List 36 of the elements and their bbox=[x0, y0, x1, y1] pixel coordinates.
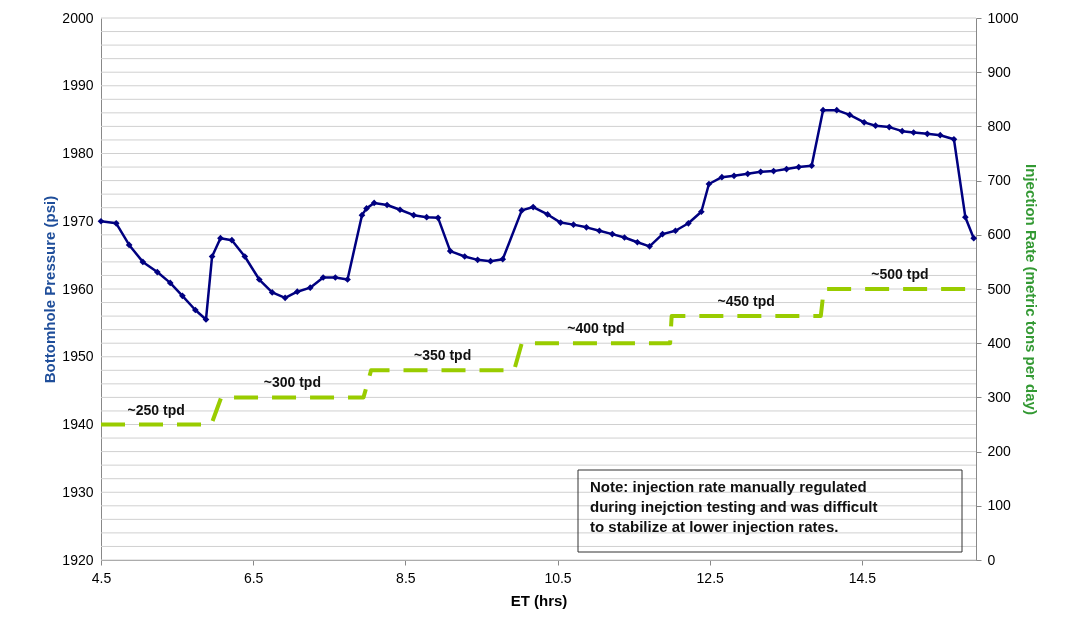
y-axis-title: Bottomhole Pressure (psi) bbox=[41, 195, 59, 384]
y2-tick-label: 600 bbox=[987, 226, 1012, 243]
x-tick-label: 8.5 bbox=[396, 569, 416, 586]
y2-tick-label: 800 bbox=[987, 117, 1012, 134]
y2-tick-label: 300 bbox=[987, 388, 1012, 405]
y2-tick-label: 100 bbox=[987, 497, 1012, 514]
y-tick-label: 1940 bbox=[62, 416, 94, 432]
x-tick-label: 6.5 bbox=[243, 569, 264, 586]
y-tick-label: 1980 bbox=[62, 145, 94, 161]
x-tick-label: 12.5 bbox=[696, 569, 725, 586]
y-tick-label: 1960 bbox=[62, 280, 94, 297]
y2-tick-label: 700 bbox=[987, 172, 1012, 189]
y2-tick-label: 1000 bbox=[987, 9, 1019, 26]
y-tick-label: 1970 bbox=[62, 212, 94, 229]
x-axis-title: ET (hrs) bbox=[510, 591, 568, 609]
annotation: ~350 tpd bbox=[414, 347, 472, 364]
annotation: ~450 tpd bbox=[717, 293, 775, 310]
y2-tick-label: 0 bbox=[987, 551, 996, 568]
annotation: Note: injection rate manually regulated during inejction testing and was difficult to stabilize at lower injection rates. bbox=[590, 478, 878, 535]
annotation: ~300 tpd bbox=[263, 374, 321, 391]
y2-tick-label: 400 bbox=[987, 334, 1012, 351]
annotation: ~500 tpd bbox=[871, 266, 929, 282]
y-tick-label: 1930 bbox=[62, 483, 94, 500]
annotation: ~250 tpd bbox=[127, 401, 185, 418]
y-tick-label: 1990 bbox=[62, 77, 94, 94]
y2-axis-title: Injection Rate (metric tons per day) bbox=[1022, 164, 1040, 415]
x-tick-label: 14.5 bbox=[848, 569, 877, 586]
y-tick-label: 2000 bbox=[62, 9, 94, 26]
y2-tick-label: 500 bbox=[987, 280, 1012, 297]
y2-tick-label: 900 bbox=[987, 63, 1012, 80]
annotation: ~400 tpd bbox=[567, 320, 625, 337]
y2-tick-label: 200 bbox=[987, 443, 1012, 460]
x-tick-label: 4.5 bbox=[91, 569, 112, 586]
y-tick-label: 1920 bbox=[62, 551, 94, 568]
x-tick-label: 10.5 bbox=[544, 569, 572, 586]
y-tick-label: 1950 bbox=[62, 348, 94, 365]
